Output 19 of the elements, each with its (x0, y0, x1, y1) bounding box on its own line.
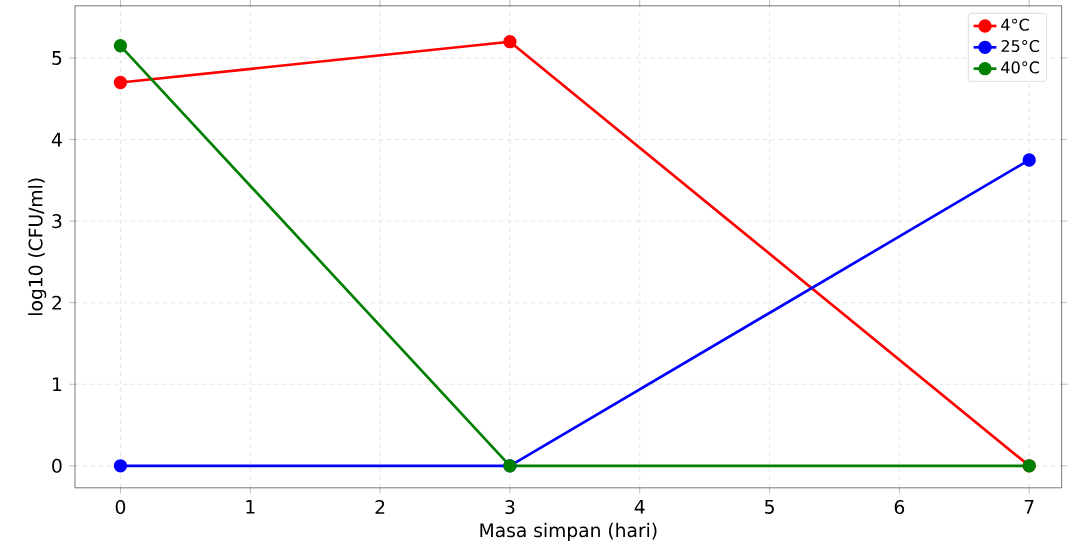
x-tick-label: 4 (634, 499, 645, 514)
x-tick-label: 3 (505, 499, 515, 514)
y-tick-label: 1 (53, 377, 62, 391)
legend-label: 40°C (1001, 61, 1040, 74)
y-axis-title: log10 (CFU/ml) (28, 178, 47, 315)
legend-label: 4°C (1001, 18, 1029, 31)
x-tick-label: 5 (765, 499, 774, 514)
y-tick-label: 3 (52, 213, 62, 228)
x-tick-label: 2 (375, 499, 385, 514)
y-tick-label: 2 (52, 295, 61, 310)
y-tick-label: 5 (52, 50, 62, 65)
x-tick-label: 1 (246, 499, 255, 514)
y-tick-label: 4 (51, 132, 62, 147)
x-axis-title: Masa simpan (hari) (480, 522, 657, 541)
y-tick-label: 0 (52, 458, 62, 473)
x-tick-label: 7 (1024, 499, 1034, 514)
legend-label: 25°C (1001, 39, 1040, 52)
x-tick-label: 6 (894, 499, 905, 514)
x-tick-label: 0 (115, 499, 126, 514)
